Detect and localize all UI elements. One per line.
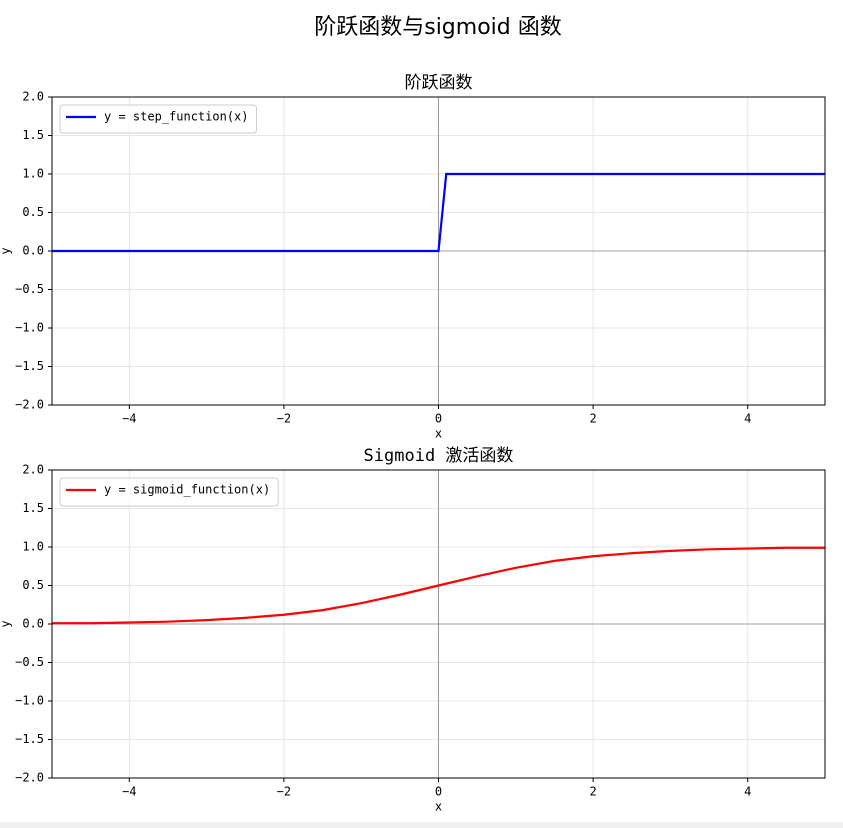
x-axis-label: x xyxy=(435,800,442,814)
y-tick-label: −1.5 xyxy=(15,359,44,373)
x-tick-label: 4 xyxy=(744,412,751,426)
legend-box xyxy=(59,104,257,134)
x-tick-label: 2 xyxy=(589,412,596,426)
y-tick-label: −1.5 xyxy=(15,732,44,746)
legend-label: y = sigmoid_function(x) xyxy=(104,483,270,497)
x-tick-label: 0 xyxy=(435,412,442,426)
y-tick-label: 1.0 xyxy=(22,540,44,554)
y-tick-label: 0.0 xyxy=(22,244,44,258)
x-axis-label: x xyxy=(435,427,442,441)
y-tick-label: −2.0 xyxy=(15,771,44,785)
x-tick-label: 2 xyxy=(589,785,596,799)
figure-title: 阶跃函数与sigmoid 函数 xyxy=(314,15,562,40)
x-tick-label: −2 xyxy=(277,785,291,799)
y-tick-label: 0.5 xyxy=(22,205,44,219)
x-tick-label: 4 xyxy=(744,785,751,799)
y-tick-label: −0.5 xyxy=(15,655,44,669)
y-tick-label: −2.0 xyxy=(15,398,44,412)
legend-box xyxy=(59,477,279,507)
y-tick-label: −1.0 xyxy=(15,694,44,708)
legend: y = step_function(x) xyxy=(59,104,257,134)
x-tick-label: 0 xyxy=(435,785,442,799)
y-tick-label: 0.0 xyxy=(22,617,44,631)
axes-frame xyxy=(51,96,826,406)
y-tick-label: 1.0 xyxy=(22,167,44,181)
y-tick-label: 2.0 xyxy=(22,463,44,477)
legend-label: y = step_function(x) xyxy=(104,110,249,124)
y-tick-label: 0.5 xyxy=(22,578,44,592)
axes-frame xyxy=(51,469,826,779)
y-tick-label: 1.5 xyxy=(22,501,44,515)
x-tick-label: −2 xyxy=(277,412,291,426)
y-axis-label: y xyxy=(0,620,13,627)
x-tick-label: −4 xyxy=(122,412,136,426)
axes-title: Sigmoid 激活函数 xyxy=(364,446,514,466)
x-tick-label: −4 xyxy=(122,785,136,799)
line-series xyxy=(52,546,825,625)
y-tick-label: 1.5 xyxy=(22,128,44,142)
line-series xyxy=(52,172,825,253)
y-axis-label: y xyxy=(0,247,13,254)
y-tick-label: −1.0 xyxy=(15,321,44,335)
axes-title: 阶跃函数 xyxy=(405,73,473,93)
legend: y = sigmoid_function(x) xyxy=(59,477,279,507)
bottom-strip xyxy=(0,822,843,828)
y-tick-label: 2.0 xyxy=(22,90,44,104)
y-tick-label: −0.5 xyxy=(15,282,44,296)
